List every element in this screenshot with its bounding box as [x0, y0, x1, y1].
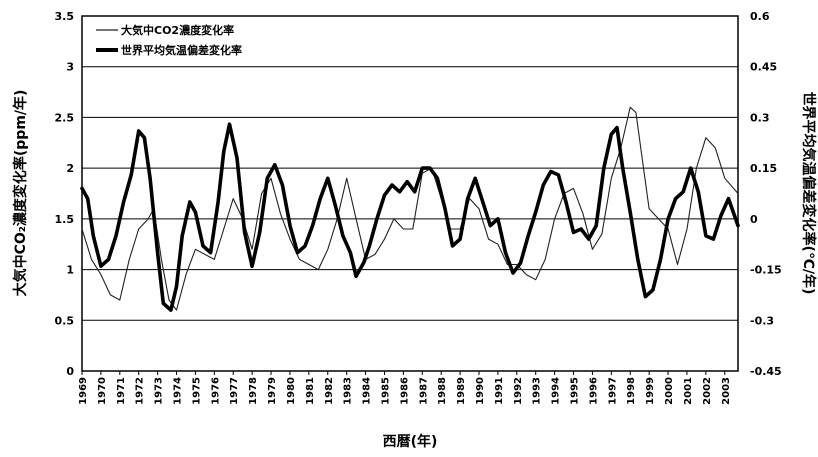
- y-right-tick-1: -0.3: [750, 314, 774, 327]
- x-tick-0: 1969: [78, 377, 89, 405]
- x-tick-1: 1970: [97, 377, 108, 405]
- y-right-tick-labels: -0.45 -0.3 -0.15 0 0.15 0.3 0.45 0.6: [750, 10, 782, 378]
- y-left-tick-0: 0: [66, 365, 74, 378]
- x-tick-26: 1995: [570, 377, 581, 405]
- x-tick-4: 1973: [154, 377, 165, 405]
- series-layer: [80, 106, 740, 312]
- y-right-tick-0: -0.45: [750, 365, 782, 378]
- y-left-tick-labels: 0 0.5 1 1.5 2 2.5 3 3.5: [55, 10, 75, 378]
- x-tick-9: 1978: [248, 377, 259, 405]
- x-tick-19: 1988: [437, 377, 448, 405]
- y-right-axis-title: 世界平均気温偏差変化率(℃/年): [800, 92, 817, 295]
- x-tick-10: 1979: [267, 377, 278, 405]
- temperature-rate-line: [80, 122, 740, 312]
- y-left-axis-title: 大気中CO₂濃度変化率(ppm/年): [12, 90, 29, 297]
- x-tick-16: 1985: [380, 377, 391, 405]
- grid-lines: [82, 15, 738, 372]
- y-right-tick-5: 0.3: [750, 111, 770, 124]
- x-tick-30: 1999: [645, 377, 656, 405]
- x-tick-15: 1984: [362, 377, 373, 405]
- x-tick-2: 1971: [116, 377, 127, 405]
- x-tick-7: 1976: [210, 377, 221, 405]
- legend: 大気中CO2濃度変化率 世界平均気温偏差変化率: [96, 23, 242, 57]
- x-tick-27: 1996: [588, 377, 599, 405]
- y-right-tick-3: 0: [750, 213, 758, 226]
- x-tick-13: 1982: [324, 377, 335, 405]
- x-tick-23: 1992: [513, 377, 524, 405]
- y-right-tick-2: -0.15: [750, 264, 782, 277]
- x-tick-6: 1975: [191, 377, 202, 405]
- x-tick-22: 1991: [494, 377, 505, 405]
- x-tick-32: 2001: [683, 377, 694, 405]
- x-tick-14: 1983: [343, 377, 354, 405]
- x-tick-34: 2003: [721, 377, 732, 405]
- y-right-tick-6: 0.45: [750, 61, 777, 74]
- co2-rate-line: [81, 106, 739, 311]
- y-left-tick-5: 2.5: [55, 111, 75, 124]
- x-tick-31: 2000: [664, 377, 675, 405]
- y-left-tick-2: 1: [66, 264, 74, 277]
- x-tick-21: 1990: [475, 377, 486, 405]
- y-right-tick-4: 0.15: [750, 162, 777, 175]
- x-tick-5: 1974: [173, 377, 184, 405]
- legend-label-co2: 大気中CO2濃度変化率: [121, 23, 234, 37]
- x-tick-18: 1987: [418, 377, 429, 405]
- x-tick-labels: 1969 1970 1971 1972 1973 1974 1975 1976 1977 1978…: [78, 371, 732, 405]
- x-tick-33: 2002: [702, 377, 713, 405]
- y-left-tick-3: 1.5: [55, 213, 75, 226]
- x-tick-28: 1997: [607, 377, 618, 405]
- x-tick-24: 1993: [532, 377, 543, 405]
- x-tick-12: 1981: [305, 377, 316, 405]
- x-tick-3: 1972: [135, 377, 146, 405]
- x-tick-8: 1977: [229, 377, 240, 405]
- y-left-tick-6: 3: [66, 61, 74, 74]
- x-tick-20: 1989: [456, 377, 467, 405]
- y-left-tick-4: 2: [66, 162, 74, 175]
- y-right-tick-7: 0.6: [750, 10, 770, 23]
- x-tick-25: 1994: [551, 377, 562, 405]
- x-tick-11: 1980: [286, 377, 297, 405]
- plot-area: [81, 15, 739, 372]
- x-axis-title: 西暦(年): [383, 433, 438, 450]
- x-tick-29: 1998: [626, 377, 637, 405]
- y-left-tick-1: 0.5: [55, 314, 75, 327]
- legend-label-temp: 世界平均気温偏差変化率: [121, 43, 242, 57]
- x-tick-17: 1986: [399, 377, 410, 405]
- y-left-tick-7: 3.5: [55, 10, 75, 23]
